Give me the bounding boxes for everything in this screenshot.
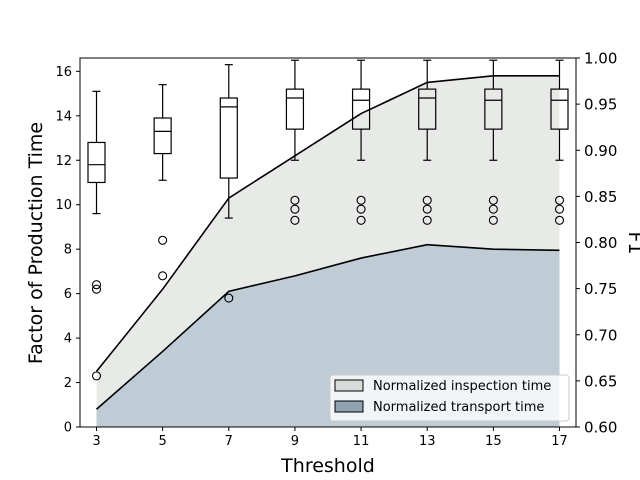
outlier xyxy=(91,371,102,381)
legend-frame xyxy=(329,374,570,422)
y2-tick-label: 0.90 xyxy=(584,142,617,160)
x-tick-label: 7 xyxy=(225,434,233,449)
boxplot-13 xyxy=(418,59,437,225)
outlier xyxy=(158,271,168,281)
y2-tick-label: 0.70 xyxy=(584,326,617,344)
outlier xyxy=(554,215,565,225)
outlier xyxy=(422,215,432,225)
y-axis-label: Factor of Production Time xyxy=(25,122,47,364)
outlier xyxy=(224,293,234,303)
x-tick-label: 17 xyxy=(551,434,568,449)
outlier xyxy=(356,204,366,214)
box xyxy=(87,141,106,184)
outlier xyxy=(488,195,498,205)
y-tick-label: 12 xyxy=(55,154,72,169)
y2-axis-label: F1 xyxy=(624,231,640,254)
box xyxy=(484,88,503,130)
legend-swatch-inspection xyxy=(334,379,364,392)
boxplot-5 xyxy=(153,84,172,281)
outlier xyxy=(554,204,565,214)
y2-tick-label: 0.95 xyxy=(584,96,617,114)
outlier xyxy=(422,195,432,205)
y2-tick-label: 0.85 xyxy=(584,188,617,206)
legend: Normalized inspection time Normalized tr… xyxy=(329,374,570,422)
x-axis-label: Threshold xyxy=(280,455,375,477)
series-line-0 xyxy=(95,74,560,372)
boxplot-9 xyxy=(285,59,305,225)
outlier xyxy=(290,215,300,225)
outlier xyxy=(488,215,498,225)
y-tick-label: 4 xyxy=(64,332,72,347)
box xyxy=(418,88,437,130)
outlier xyxy=(290,195,300,205)
boxplot-15 xyxy=(484,59,503,225)
box xyxy=(351,88,371,130)
y2-tick-label: 0.65 xyxy=(584,372,617,390)
outlier xyxy=(422,204,432,214)
x-tick-label: 9 xyxy=(291,434,299,449)
series-line-1 xyxy=(95,243,560,410)
y-tick-label: 16 xyxy=(55,65,72,80)
y2-tick-label: 1.00 xyxy=(584,50,617,68)
outlier xyxy=(91,280,102,290)
x-tick-label: 15 xyxy=(485,434,502,449)
boxplot-layer xyxy=(87,59,569,381)
outlier xyxy=(554,195,565,205)
y-tick-label: 10 xyxy=(55,198,72,213)
boxplot-11 xyxy=(351,59,371,225)
line-layer xyxy=(95,74,560,410)
y-tick-label: 6 xyxy=(64,287,72,302)
box xyxy=(285,88,305,130)
outlier xyxy=(91,284,102,294)
legend-swatch-transport xyxy=(334,400,364,413)
boxplot-7 xyxy=(219,64,238,303)
x-tick-label: 11 xyxy=(353,434,370,449)
outlier xyxy=(356,195,366,205)
legend-label-inspection: Normalized inspection time xyxy=(373,379,551,394)
y-tick-label: 0 xyxy=(64,421,72,436)
legend-label-transport: Normalized transport time xyxy=(373,400,544,415)
y2-tick-label: 0.60 xyxy=(584,419,617,437)
y2-tick-label: 0.75 xyxy=(584,280,617,298)
x-tick-label: 13 xyxy=(419,434,436,449)
axes: 3 5 7 9 11 13 15 17 0 2 4 6 8 10 12 14 16 0.60 0.65 0.70 0.7… xyxy=(55,50,617,450)
box xyxy=(550,88,569,130)
outlier xyxy=(356,215,366,225)
y2-tick-label: 0.80 xyxy=(584,234,617,252)
box xyxy=(153,117,172,155)
x-tick-label: 5 xyxy=(159,434,167,449)
box xyxy=(219,97,238,179)
outlier xyxy=(290,204,300,214)
y-tick-label: 2 xyxy=(64,376,72,391)
y-tick-label: 14 xyxy=(55,109,72,124)
boxplot-3 xyxy=(87,90,106,381)
outlier xyxy=(488,204,498,214)
area-layer xyxy=(96,75,560,427)
x-tick-label: 3 xyxy=(92,434,100,449)
y-tick-label: 8 xyxy=(64,243,72,258)
boxplot-17 xyxy=(550,59,569,225)
outlier xyxy=(158,235,168,245)
